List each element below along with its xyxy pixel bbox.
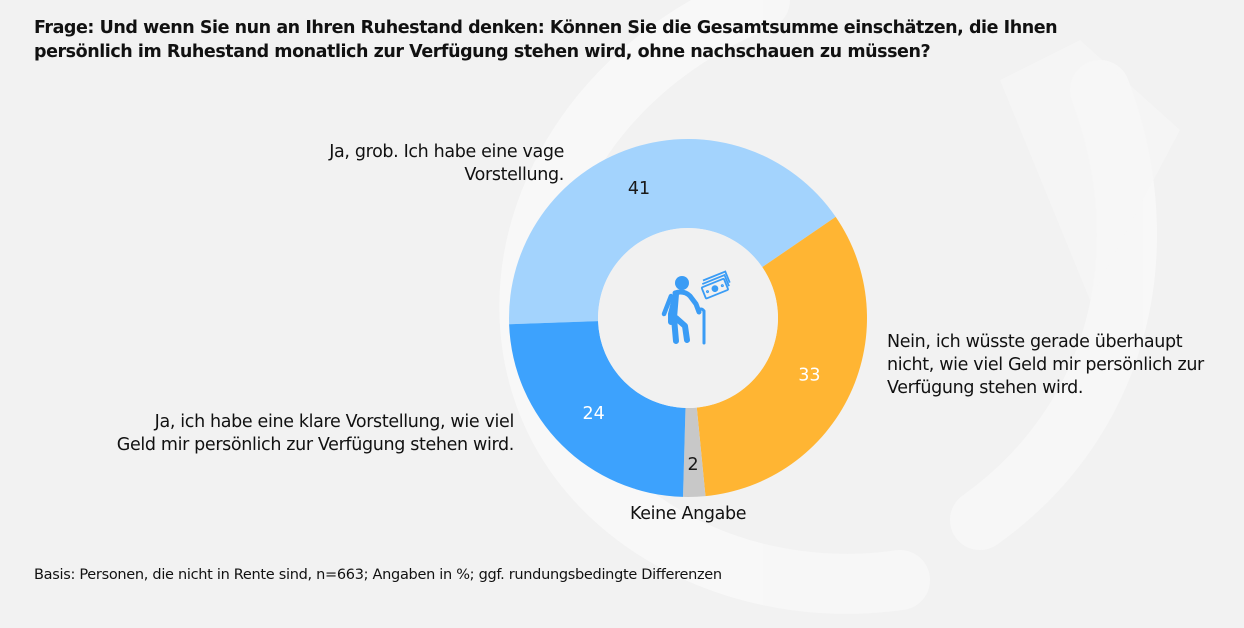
elderly-person-with-cane-and-money-icon (661, 270, 731, 345)
footnote: Basis: Personen, die nicht in Rente sind… (34, 567, 722, 583)
donut-slice-nein (696, 216, 867, 497)
donut-slice-keine (683, 407, 706, 497)
value-label-keine: 2 (688, 455, 699, 475)
slice-label-keine-angabe: Keine Angabe (630, 504, 747, 524)
donut-slice-vage (509, 139, 836, 325)
value-label-nein: 33 (798, 366, 820, 386)
chart-title: Frage: Und wenn Sie nun an Ihren Ruhesta… (34, 18, 1058, 62)
slice-label-vage: Ja, grob. Ich habe eine vage Vorstellung… (329, 142, 564, 185)
slice-label-klar: Ja, ich habe eine klare Vorstellung, wie… (116, 412, 515, 455)
value-label-klar: 24 (582, 404, 604, 424)
donut-slice-klar (509, 321, 686, 497)
slice-label-nein: Nein, ich wüsste gerade überhaupt nicht,… (887, 332, 1204, 398)
value-label-vage: 41 (628, 179, 650, 199)
donut-hole (598, 228, 778, 408)
